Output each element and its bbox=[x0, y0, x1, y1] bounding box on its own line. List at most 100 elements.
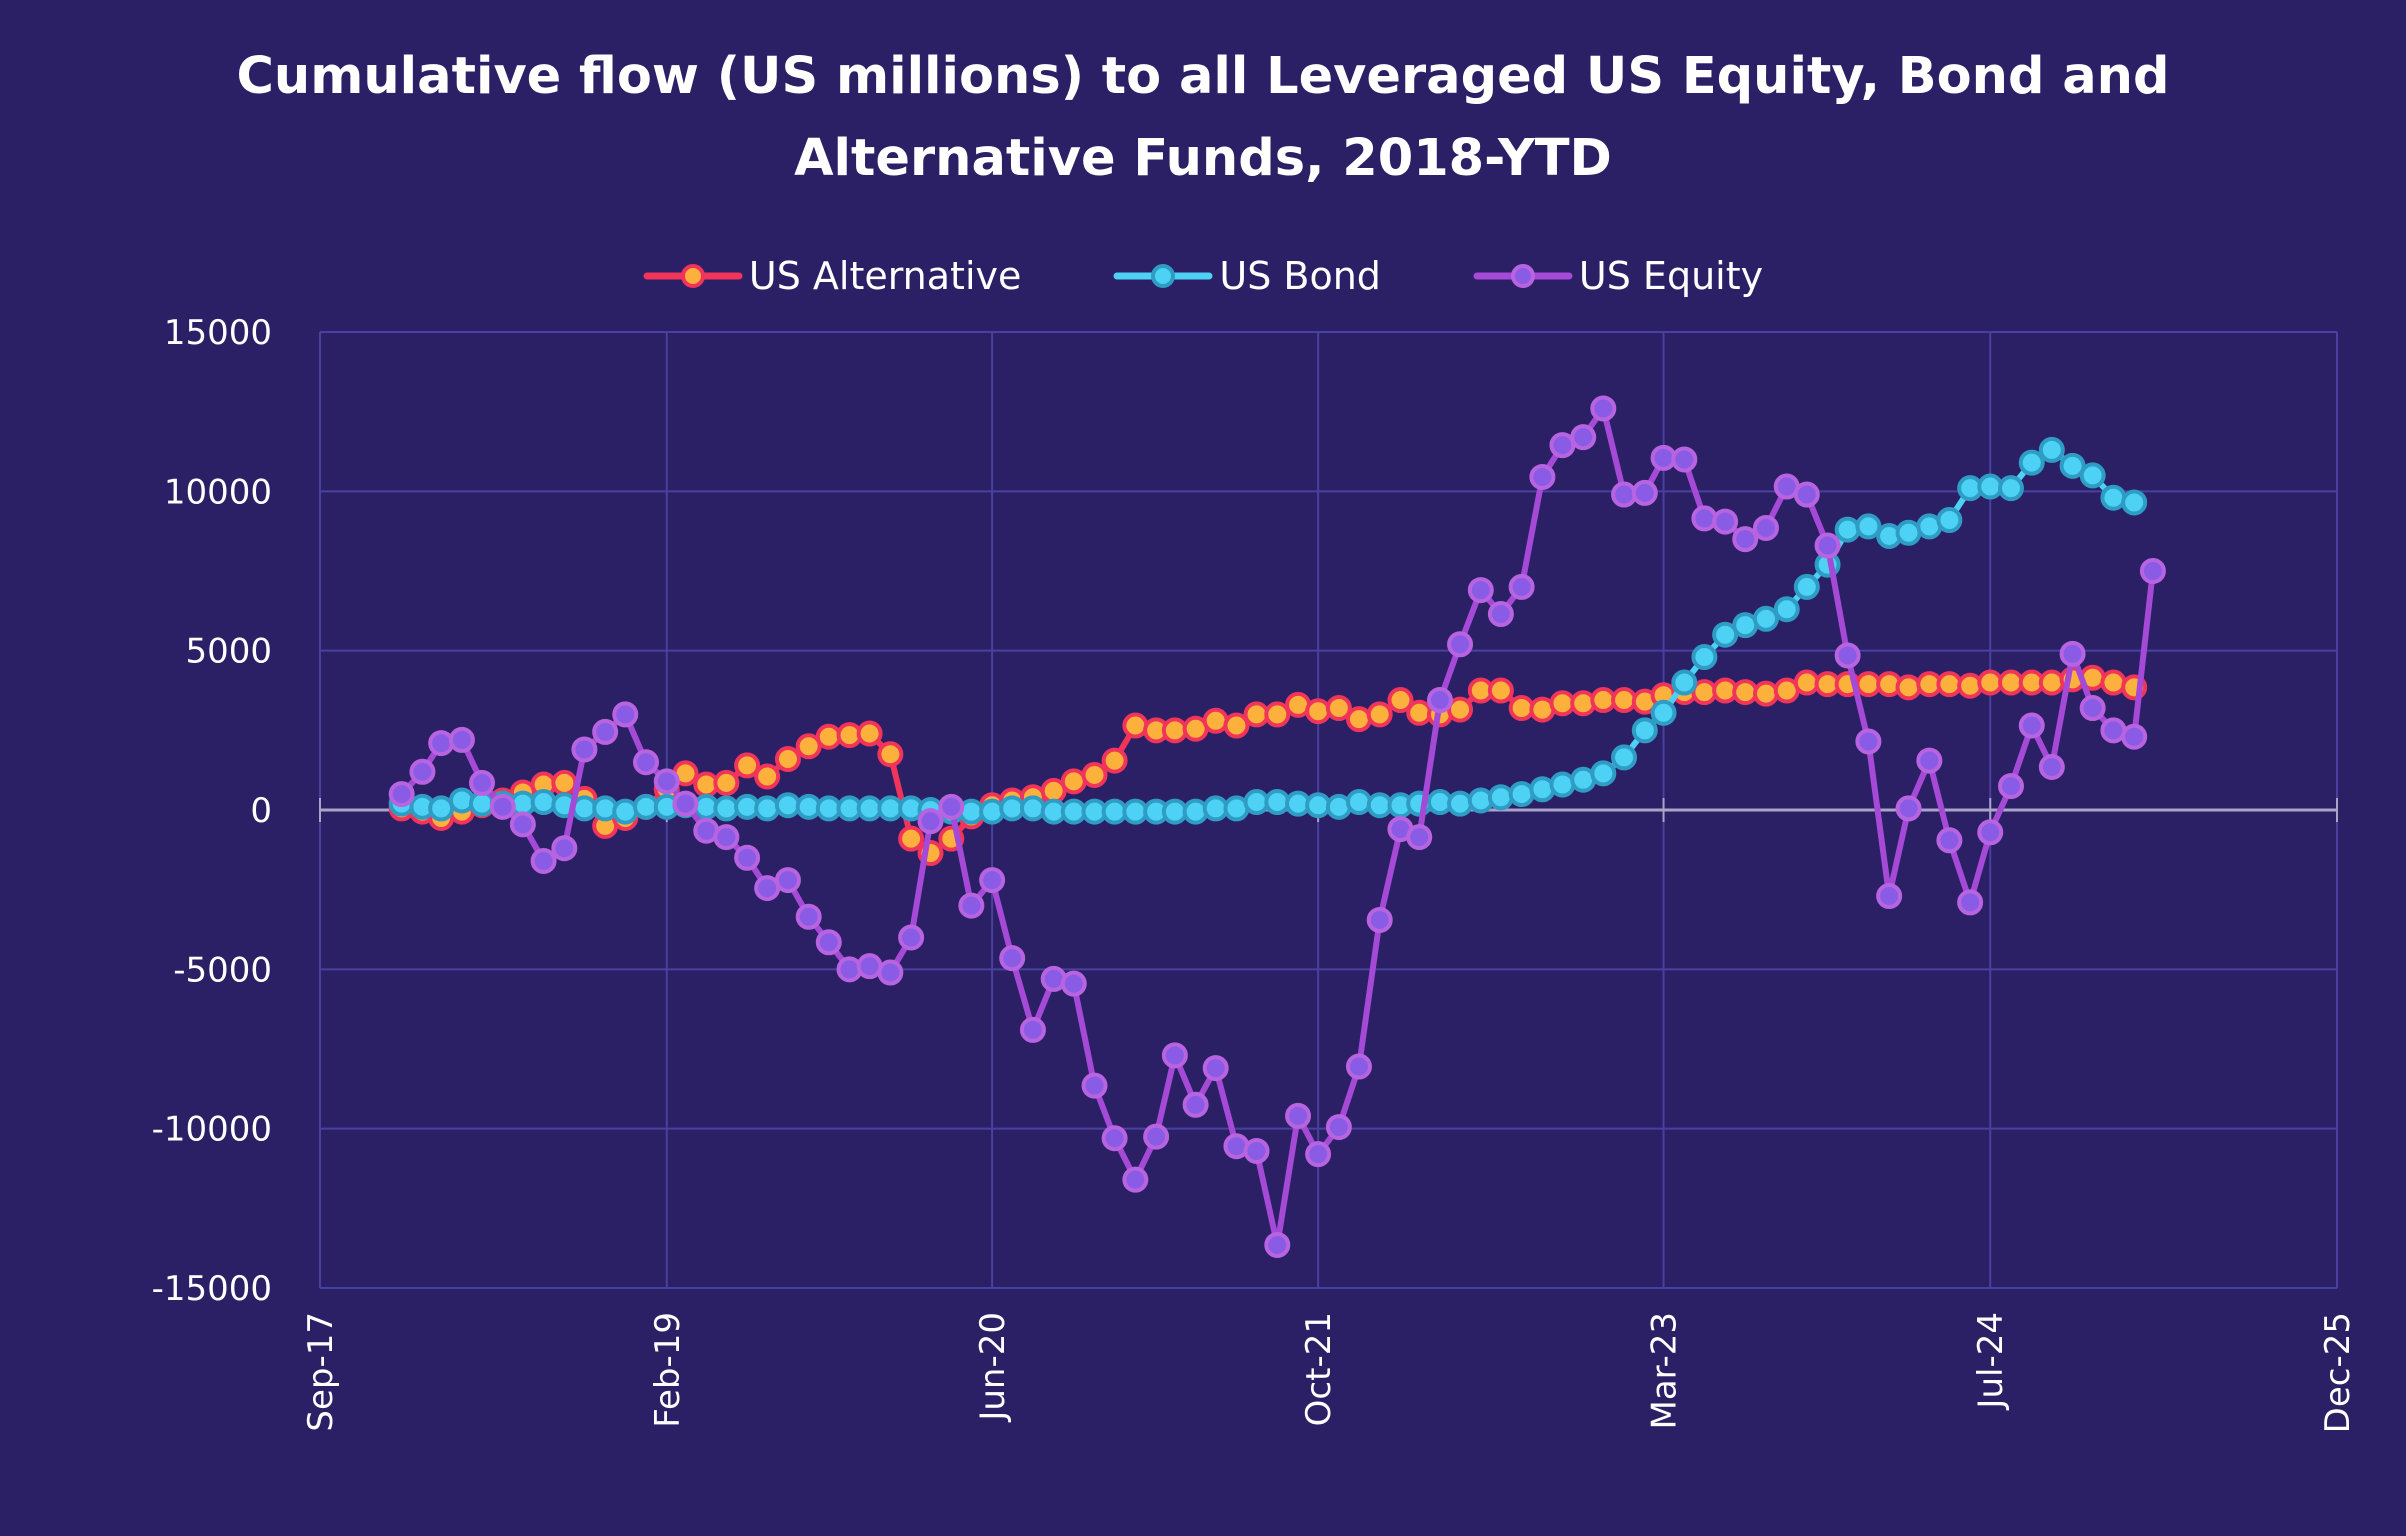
point-us-alternative[interactable] bbox=[754, 763, 781, 790]
point-us-bond[interactable] bbox=[815, 795, 842, 822]
point-us-alternative[interactable] bbox=[1406, 699, 1433, 726]
point-us-bond[interactable] bbox=[2079, 462, 2106, 489]
point-us-equity[interactable] bbox=[612, 701, 639, 728]
point-us-equity[interactable] bbox=[795, 903, 822, 930]
point-us-bond[interactable] bbox=[2018, 449, 2045, 476]
point-us-alternative[interactable] bbox=[1345, 706, 1372, 733]
point-us-equity[interactable] bbox=[409, 758, 436, 785]
point-us-bond[interactable] bbox=[1773, 596, 1800, 623]
point-us-equity[interactable] bbox=[1814, 532, 1841, 559]
point-us-bond[interactable] bbox=[1508, 781, 1535, 808]
point-us-alternative[interactable] bbox=[1243, 701, 1270, 728]
point-us-alternative[interactable] bbox=[713, 769, 740, 796]
point-us-equity[interactable] bbox=[856, 953, 883, 980]
point-us-equity[interactable] bbox=[774, 867, 801, 894]
point-us-alternative[interactable] bbox=[1122, 712, 1149, 739]
point-us-bond[interactable] bbox=[1060, 798, 1087, 825]
point-us-equity[interactable] bbox=[469, 769, 496, 796]
point-us-equity[interactable] bbox=[1957, 889, 1984, 916]
point-us-equity[interactable] bbox=[1611, 481, 1638, 508]
point-us-equity[interactable] bbox=[530, 847, 557, 874]
point-us-equity[interactable] bbox=[938, 793, 965, 820]
legend-item-us-bond[interactable]: US Bond bbox=[1113, 254, 1381, 298]
point-us-alternative[interactable] bbox=[1611, 687, 1638, 714]
point-us-bond[interactable] bbox=[774, 792, 801, 819]
point-us-bond[interactable] bbox=[999, 795, 1026, 822]
point-us-alternative[interactable] bbox=[774, 746, 801, 773]
point-us-equity[interactable] bbox=[509, 811, 536, 838]
point-us-bond[interactable] bbox=[1243, 789, 1270, 816]
point-us-equity[interactable] bbox=[428, 730, 455, 757]
point-us-alternative[interactable] bbox=[2038, 669, 2065, 696]
point-us-alternative[interactable] bbox=[1549, 690, 1576, 717]
point-us-equity[interactable] bbox=[1590, 395, 1617, 422]
point-us-alternative[interactable] bbox=[1895, 674, 1922, 701]
point-us-bond[interactable] bbox=[1611, 744, 1638, 771]
point-us-bond[interactable] bbox=[877, 795, 904, 822]
point-us-bond[interactable] bbox=[1202, 795, 1229, 822]
point-us-bond[interactable] bbox=[1447, 790, 1474, 817]
point-us-equity[interactable] bbox=[1732, 526, 1759, 553]
point-us-equity[interactable] bbox=[1691, 505, 1718, 532]
point-us-equity[interactable] bbox=[1202, 1055, 1229, 1082]
point-us-alternative[interactable] bbox=[815, 723, 842, 750]
point-us-equity[interactable] bbox=[1855, 728, 1882, 755]
point-us-equity[interactable] bbox=[877, 959, 904, 986]
point-us-alternative[interactable] bbox=[1325, 695, 1352, 722]
point-us-equity[interactable] bbox=[672, 790, 699, 817]
point-us-bond[interactable] bbox=[1264, 789, 1291, 816]
point-us-equity[interactable] bbox=[1345, 1053, 1372, 1080]
point-us-equity[interactable] bbox=[917, 808, 944, 835]
legend-item-us-equity[interactable]: US Equity bbox=[1473, 254, 1763, 298]
point-us-equity[interactable] bbox=[1325, 1114, 1352, 1141]
point-us-equity[interactable] bbox=[1793, 481, 1820, 508]
point-us-alternative[interactable] bbox=[1305, 698, 1332, 725]
point-us-alternative[interactable] bbox=[2100, 669, 2127, 696]
point-us-equity[interactable] bbox=[1305, 1141, 1332, 1168]
point-us-bond[interactable] bbox=[1712, 621, 1739, 648]
point-us-equity[interactable] bbox=[1426, 687, 1453, 714]
point-us-bond[interactable] bbox=[1161, 798, 1188, 825]
point-us-alternative[interactable] bbox=[1081, 761, 1108, 788]
point-us-equity[interactable] bbox=[1570, 424, 1597, 451]
point-us-equity[interactable] bbox=[2121, 723, 2148, 750]
point-us-equity[interactable] bbox=[2079, 695, 2106, 722]
point-us-alternative[interactable] bbox=[1936, 671, 1963, 698]
point-us-equity[interactable] bbox=[2038, 753, 2065, 780]
point-us-alternative[interactable] bbox=[1590, 687, 1617, 714]
point-us-bond[interactable] bbox=[2121, 489, 2148, 516]
point-us-bond[interactable] bbox=[1631, 717, 1658, 744]
point-us-equity[interactable] bbox=[1143, 1123, 1170, 1150]
point-us-equity[interactable] bbox=[979, 867, 1006, 894]
point-us-equity[interactable] bbox=[1019, 1016, 1046, 1043]
point-us-bond[interactable] bbox=[612, 798, 639, 825]
point-us-equity[interactable] bbox=[713, 824, 740, 851]
point-us-equity[interactable] bbox=[1549, 432, 1576, 459]
point-us-bond[interactable] bbox=[1487, 784, 1514, 811]
point-us-alternative[interactable] bbox=[856, 720, 883, 747]
point-us-alternative[interactable] bbox=[1508, 695, 1535, 722]
point-us-alternative[interactable] bbox=[877, 741, 904, 768]
point-us-bond[interactable] bbox=[633, 793, 660, 820]
point-us-equity[interactable] bbox=[2139, 558, 2166, 584]
point-us-bond[interactable] bbox=[1671, 669, 1698, 696]
point-us-bond[interactable] bbox=[1732, 612, 1759, 639]
point-us-equity[interactable] bbox=[551, 835, 578, 862]
point-us-equity[interactable] bbox=[898, 924, 925, 951]
point-us-equity[interactable] bbox=[448, 726, 475, 753]
point-us-equity[interactable] bbox=[1161, 1042, 1188, 1069]
point-us-equity[interactable] bbox=[1916, 747, 1943, 774]
point-us-equity[interactable] bbox=[1671, 446, 1698, 473]
point-us-alternative[interactable] bbox=[1387, 687, 1414, 714]
point-us-equity[interactable] bbox=[1752, 514, 1779, 541]
point-us-bond[interactable] bbox=[1895, 519, 1922, 546]
point-us-alternative[interactable] bbox=[1997, 669, 2024, 696]
point-us-alternative[interactable] bbox=[1487, 677, 1514, 704]
point-us-equity[interactable] bbox=[1081, 1072, 1108, 1099]
point-us-equity[interactable] bbox=[1366, 906, 1393, 933]
point-us-equity[interactable] bbox=[2018, 712, 2045, 739]
point-us-alternative[interactable] bbox=[898, 825, 925, 852]
point-us-bond[interactable] bbox=[1855, 513, 1882, 540]
point-us-bond[interactable] bbox=[428, 795, 455, 822]
point-us-bond[interactable] bbox=[1305, 792, 1332, 819]
